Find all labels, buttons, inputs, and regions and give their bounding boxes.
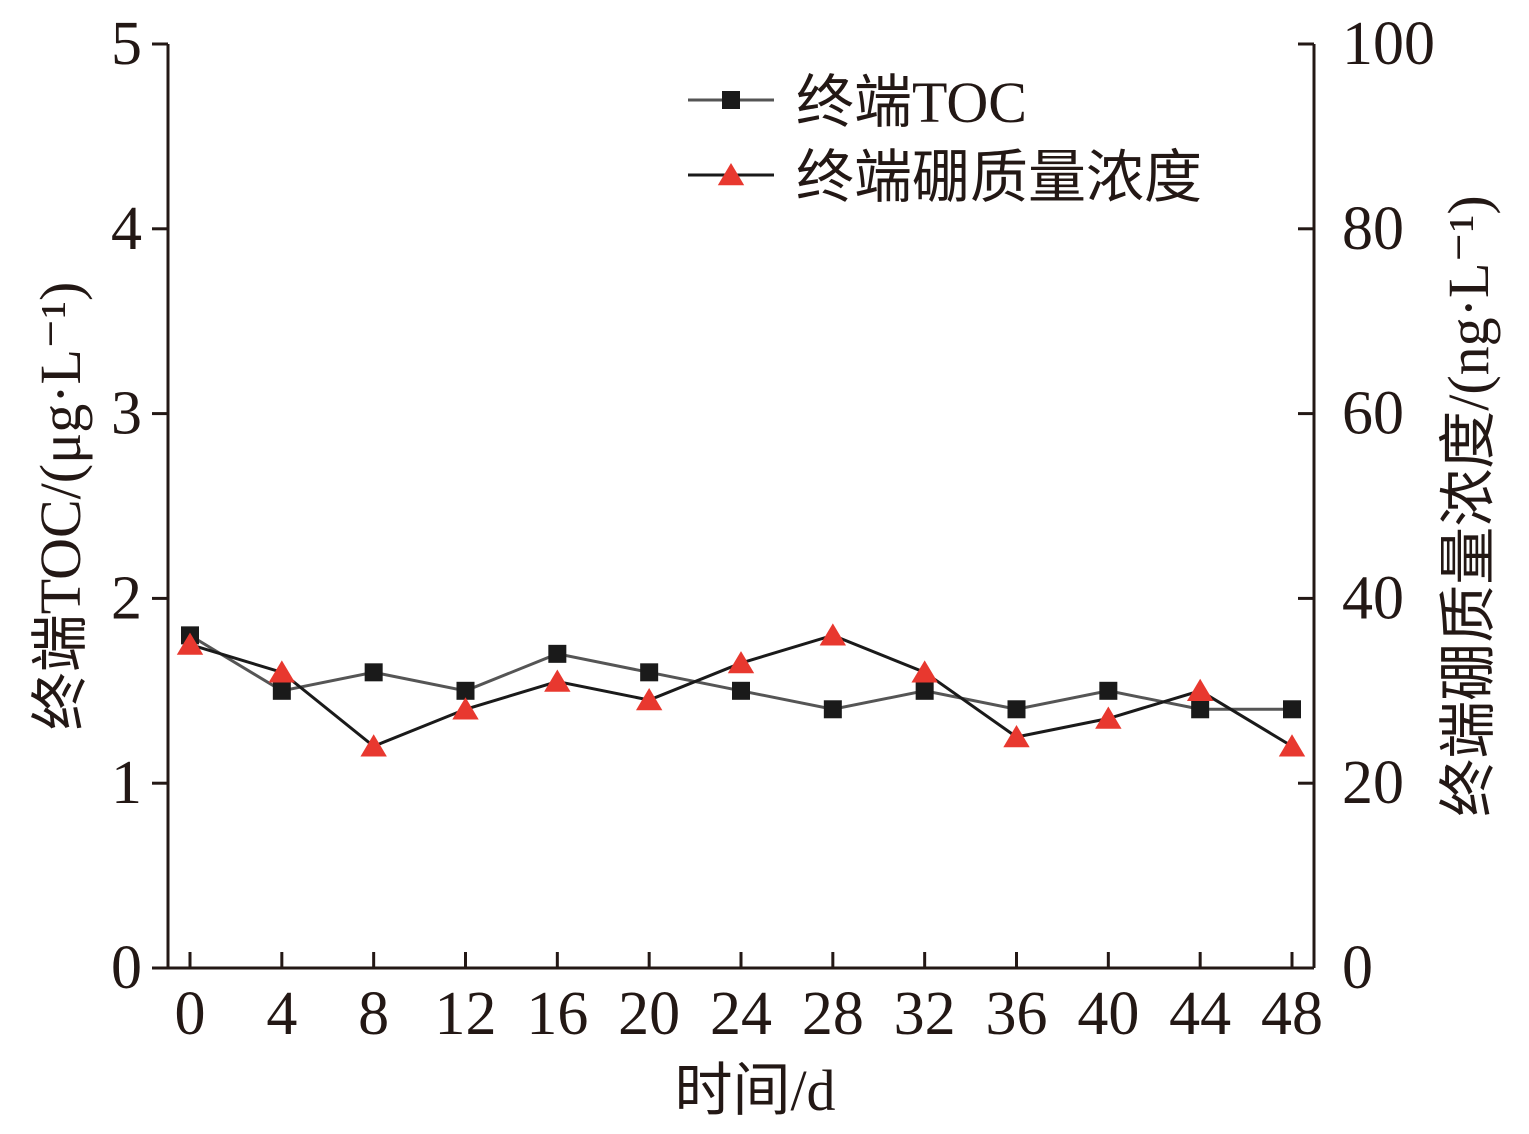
x-tick-label: 12 [435,980,497,1048]
y-tick-label-left: 2 [111,564,142,632]
y-tick-label-left: 3 [111,380,142,448]
legend-marker-0 [722,91,740,109]
data-point-series-0 [823,700,842,719]
y-tick-label-right: 80 [1342,195,1404,263]
y-tick-label-right: 60 [1342,380,1404,448]
x-tick-label: 32 [894,980,956,1048]
y-tick-label-right: 40 [1342,564,1404,632]
x-tick-label: 20 [618,980,680,1048]
x-tick-label: 44 [1169,980,1231,1048]
data-point-series-1 [1095,706,1122,729]
x-axis-title: 时间/d [674,1058,835,1123]
legend-label-1: 终端硼质量浓度 [796,145,1202,210]
data-point-series-0 [272,681,291,700]
data-point-series-0 [915,681,934,700]
x-tick-label: 24 [710,980,772,1048]
data-point-series-1 [911,660,938,683]
data-point-series-1 [360,734,387,757]
x-tick-label: 40 [1077,980,1139,1048]
data-point-series-1 [176,632,204,655]
legend-marker-1 [717,163,745,186]
y-axis-title-left: 终端TOC/(μg·L⁻¹) [28,282,93,731]
y-tick-label-right: 20 [1342,749,1404,817]
data-point-series-0 [364,663,383,682]
data-point-series-0 [640,663,659,682]
data-point-series-0 [456,681,475,700]
data-point-series-1 [727,651,755,674]
data-point-series-0 [1283,700,1301,719]
legend-label-0: 终端TOC [796,70,1027,135]
x-tick-label: 4 [266,980,297,1048]
data-point-series-1 [635,688,663,711]
data-point-series-1 [1278,734,1306,757]
x-tick-label: 16 [526,980,588,1048]
data-point-series-1 [819,623,847,646]
data-point-series-1 [452,697,479,720]
y-tick-label-right: 0 [1342,934,1373,1002]
x-tick-label: 0 [175,980,206,1048]
y-tick-label-left: 5 [111,10,142,78]
y-tick-label-right: 100 [1342,10,1435,78]
x-tick-label: 48 [1261,980,1323,1048]
x-tick-label: 36 [986,980,1048,1048]
y-tick-label-left: 4 [111,195,142,263]
data-point-series-0 [548,644,567,663]
axes: 0 4 8 12 16 20 24 28 32 36 40 44 4801234502040608010… [111,10,1435,1048]
data-point-series-1 [1003,725,1030,748]
y-tick-label-left: 0 [111,934,142,1002]
series-layer [176,623,1306,757]
data-point-series-1 [1186,678,1214,701]
data-point-series-0 [1099,681,1118,700]
data-point-series-0 [1191,700,1210,719]
y-axis-title-right: 终端硼质量浓度/(ng·L⁻¹) [1436,195,1501,817]
legend: 终端TOC 终端硼质量浓度 [688,70,1202,210]
data-point-series-1 [544,669,571,692]
x-tick-label: 8 [358,980,389,1048]
x-tick-label: 28 [802,980,864,1048]
data-point-series-0 [732,681,750,700]
y-tick-label-left: 1 [111,749,142,817]
data-point-series-1 [268,660,296,683]
data-point-series-0 [1007,700,1026,719]
